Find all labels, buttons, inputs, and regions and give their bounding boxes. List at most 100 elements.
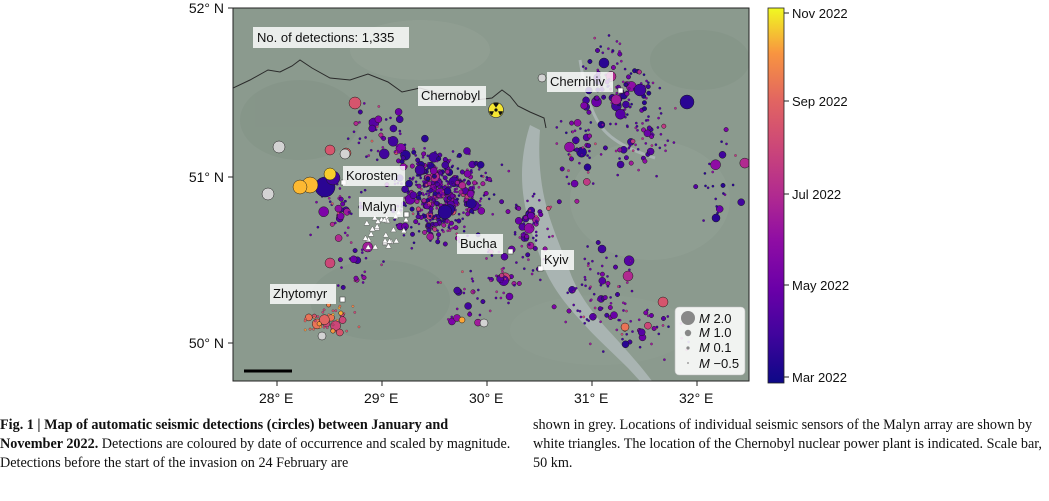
detection-point — [507, 169, 511, 173]
detection-point — [625, 124, 629, 128]
detection-point — [619, 59, 623, 63]
detection-point — [370, 139, 374, 143]
detection-point — [437, 170, 443, 176]
detection-point — [572, 290, 575, 293]
colorbar-label-sep: Sep 2022 — [792, 94, 848, 109]
detection-point — [623, 255, 635, 266]
detection-point — [710, 159, 721, 170]
detection-point — [405, 179, 413, 188]
detection-point — [329, 221, 335, 227]
detection-point — [442, 220, 445, 224]
detection-point — [647, 115, 650, 118]
detection-point — [417, 222, 421, 226]
caption-label: Fig. 1 | — [0, 417, 45, 433]
sensor-triangle — [362, 234, 369, 241]
detection-point — [316, 225, 320, 229]
detection-point — [607, 305, 613, 310]
detection-point — [574, 198, 580, 204]
detection-point — [469, 269, 473, 273]
detection-point — [615, 85, 619, 89]
detection-point — [647, 81, 650, 85]
detection-point — [591, 182, 595, 185]
detection-point — [609, 122, 612, 126]
detection-point — [586, 109, 592, 115]
detection-point — [415, 206, 421, 212]
detections-count-box — [253, 27, 409, 48]
detection-point — [463, 170, 472, 178]
detection-point — [647, 151, 651, 155]
detection-point — [432, 198, 435, 202]
detection-point — [469, 169, 473, 172]
detection-point — [361, 275, 367, 281]
detection-point — [451, 164, 455, 168]
detection-point — [638, 345, 642, 349]
detection-point — [711, 213, 721, 223]
detection-point — [661, 324, 665, 327]
detection-point — [658, 86, 662, 90]
detection-point — [618, 157, 621, 160]
detection-point — [395, 144, 399, 148]
detection-point — [334, 309, 338, 313]
detection-point — [643, 310, 649, 316]
sensor-triangle — [390, 226, 397, 233]
detection-point — [362, 102, 366, 105]
detection-point — [472, 180, 477, 186]
detection-point — [605, 256, 608, 260]
detection-point — [491, 213, 495, 216]
detection-point — [466, 190, 475, 198]
detection-point — [431, 217, 435, 221]
detection-point — [433, 151, 437, 154]
detection-point — [330, 320, 341, 332]
detection-point — [449, 220, 454, 226]
detection-point — [551, 234, 554, 238]
detection-point — [419, 187, 423, 191]
detection-point — [338, 310, 344, 316]
detection-point — [434, 214, 438, 217]
lat-tick-51: 51° N — [189, 169, 224, 185]
detection-point — [471, 279, 475, 283]
detection-point — [534, 230, 538, 234]
detection-point — [592, 292, 596, 296]
detection-point — [583, 275, 587, 279]
detection-point — [574, 147, 580, 153]
detection-point — [587, 59, 593, 64]
detection-point — [476, 288, 480, 292]
detection-point — [627, 81, 630, 85]
sensor-triangle — [400, 227, 407, 234]
detection-point — [352, 130, 356, 134]
detection-point — [331, 202, 334, 206]
sensor-triangle — [371, 214, 378, 221]
detection-point — [479, 197, 483, 201]
detection-point — [412, 147, 415, 151]
detection-point — [387, 137, 391, 140]
lon-tick-28: 28° E — [259, 390, 293, 406]
detection-point — [589, 121, 593, 124]
detection-point — [336, 284, 340, 287]
detection-point — [571, 130, 575, 134]
detection-point — [616, 173, 620, 177]
detection-point — [427, 192, 431, 195]
detection-point — [586, 264, 590, 268]
detection-point — [375, 125, 379, 129]
detection-point — [586, 154, 589, 157]
terrain-texture — [240, 20, 749, 365]
detection-point — [580, 153, 584, 157]
detection-point — [358, 121, 361, 124]
detection-point — [616, 160, 625, 169]
detection-point — [601, 123, 604, 127]
detection-point — [513, 233, 517, 236]
detection-point — [625, 332, 629, 336]
detection-point — [650, 144, 654, 147]
detection-point — [654, 143, 658, 147]
detection-point — [597, 306, 603, 312]
detection-point — [489, 279, 493, 283]
detection-point — [336, 211, 340, 215]
detection-point — [428, 206, 434, 212]
detection-point — [417, 191, 423, 196]
korosten-label: Korosten — [346, 168, 398, 183]
detection-point — [441, 161, 449, 169]
detection-point — [486, 176, 492, 182]
detection-point — [505, 209, 511, 215]
detection-point — [720, 140, 723, 144]
detection-point — [472, 185, 475, 189]
